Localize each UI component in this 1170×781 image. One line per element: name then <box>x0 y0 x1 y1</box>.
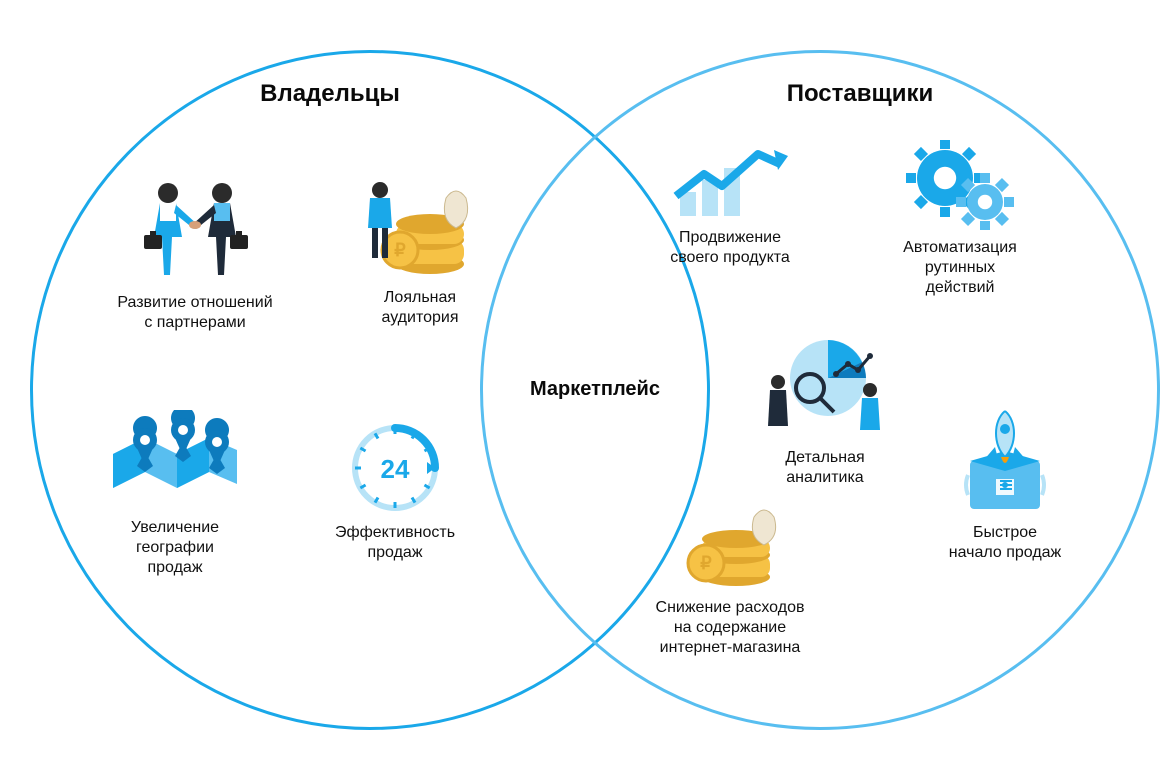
item-label: Снижение расходов на содержание интернет… <box>656 598 805 658</box>
pie-analytics-icon <box>740 330 910 440</box>
item-automation: Автоматизация рутинных действий <box>875 140 1045 298</box>
right-circle-title: Поставщики <box>760 80 960 108</box>
growth-chart-icon <box>645 140 815 220</box>
item-efficiency: 24 Эффективность продаж <box>310 420 480 563</box>
item-promotion: Продвижение своего продукта <box>645 140 815 268</box>
item-launch: Быстрое начало продаж <box>920 405 1090 563</box>
clock-24-icon: 24 <box>310 420 480 515</box>
gears-icon <box>875 140 1045 230</box>
svg-text:₽: ₽ <box>700 553 712 573</box>
item-label: Продвижение своего продукта <box>670 228 790 268</box>
rocket-box-icon <box>920 405 1090 515</box>
item-label: Быстрое начало продаж <box>949 523 1062 563</box>
item-loyalty: ₽ Лояльная аудитория <box>335 180 505 328</box>
item-analytics: Детальная аналитика <box>740 330 910 488</box>
item-label: Детальная аналитика <box>785 448 864 488</box>
item-label: Лояльная аудитория <box>381 288 458 328</box>
coins-person-icon: ₽ <box>335 180 505 280</box>
item-costs: ₽ Снижение расходов на содержание интерн… <box>645 505 815 658</box>
item-label: Эффективность продаж <box>335 523 455 563</box>
center-label: Маркетплейс <box>505 378 685 401</box>
item-geography: Увеличение географии продаж <box>90 410 260 578</box>
item-label: Развитие отношений с партнерами <box>117 293 272 333</box>
left-circle-title: Владельцы <box>230 80 430 108</box>
item-label: Увеличение географии продаж <box>131 518 219 578</box>
svg-text:₽: ₽ <box>394 240 406 260</box>
item-partners: Развитие отношений с партнерами <box>110 175 280 333</box>
coins-bag-icon: ₽ <box>645 505 815 590</box>
handshake-icon <box>110 175 280 285</box>
venn-diagram: Владельцы Поставщики Маркетплейс Развити… <box>0 0 1170 781</box>
item-label: Автоматизация рутинных действий <box>903 238 1017 298</box>
map-pins-icon <box>90 410 260 510</box>
svg-text:24: 24 <box>381 454 410 484</box>
